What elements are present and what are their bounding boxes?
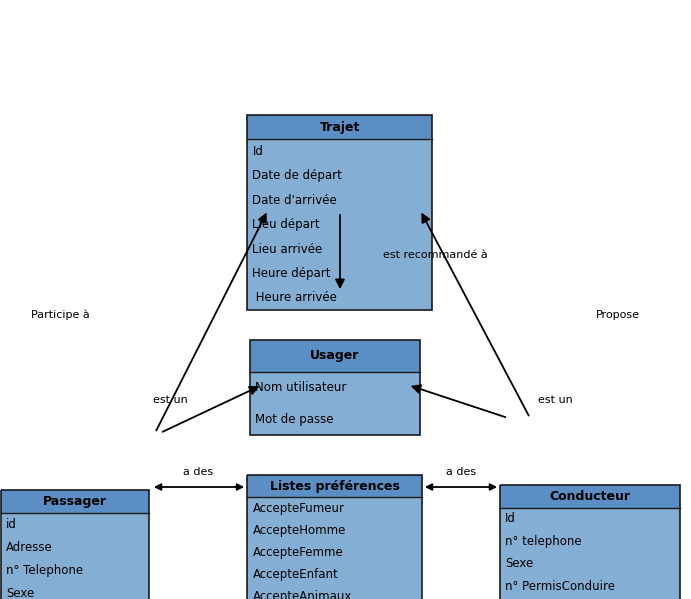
Text: Mot de passe: Mot de passe	[255, 413, 334, 426]
Text: Adresse: Adresse	[6, 541, 53, 554]
Text: Lieu arrivée: Lieu arrivée	[252, 243, 323, 256]
Text: AccepteFemme: AccepteFemme	[252, 546, 343, 559]
Text: a des: a des	[183, 467, 213, 477]
Bar	[247, 497, 422, 599]
Text: Propose: Propose	[596, 310, 640, 320]
Text: Lieu départ: Lieu départ	[252, 218, 320, 231]
Bar	[500, 485, 680, 599]
Bar	[250, 371, 420, 435]
Text: Listes préférences: Listes préférences	[270, 480, 400, 492]
Text: Usager: Usager	[310, 349, 360, 362]
Text: Date de départ: Date de départ	[252, 170, 342, 183]
Bar	[250, 340, 420, 435]
Bar	[250, 340, 420, 371]
Bar	[247, 140, 433, 310]
Text: Sexe: Sexe	[6, 587, 35, 599]
Text: Id: Id	[252, 145, 263, 158]
Bar	[247, 115, 433, 310]
Text: Nom utilisateur: Nom utilisateur	[255, 381, 346, 394]
Text: n° Telephone: n° Telephone	[6, 564, 83, 577]
Text: Heure arrivée: Heure arrivée	[252, 291, 337, 304]
Text: Sexe: Sexe	[505, 557, 533, 570]
Text: Passager: Passager	[43, 495, 107, 508]
Text: Participe à: Participe à	[30, 310, 89, 320]
Text: AccepteHomme: AccepteHomme	[252, 524, 346, 537]
Text: Trajet: Trajet	[320, 120, 360, 134]
Bar	[247, 475, 422, 497]
Text: AccepteEnfant: AccepteEnfant	[252, 568, 339, 581]
Bar	[247, 475, 422, 599]
Text: n° PermisConduire: n° PermisConduire	[505, 580, 615, 593]
Text: est un: est un	[538, 395, 572, 405]
Text: id: id	[6, 518, 17, 531]
Bar	[1, 490, 149, 599]
Text: Heure départ: Heure départ	[252, 267, 331, 280]
Text: est recommandé à: est recommandé à	[383, 250, 487, 260]
Text: est un: est un	[153, 395, 187, 405]
Bar	[1, 513, 149, 599]
Text: AccepteFumeur: AccepteFumeur	[252, 502, 345, 515]
Bar	[1, 490, 149, 513]
Text: n° telephone: n° telephone	[505, 535, 582, 547]
Text: Conducteur: Conducteur	[549, 490, 630, 503]
Text: a des: a des	[446, 467, 476, 477]
Text: Date d'arrivée: Date d'arrivée	[252, 194, 337, 207]
Bar	[247, 115, 433, 140]
Text: Id: Id	[505, 512, 516, 525]
Bar	[500, 507, 680, 599]
Bar	[500, 485, 680, 507]
Text: AccepteAnimaux: AccepteAnimaux	[252, 590, 352, 599]
